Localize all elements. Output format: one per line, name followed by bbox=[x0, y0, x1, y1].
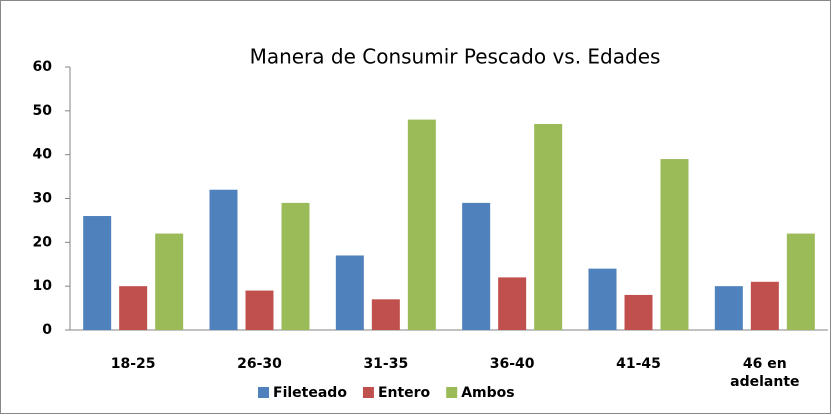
y-tick-label: 50 bbox=[33, 103, 53, 119]
y-tick-label: 10 bbox=[33, 278, 53, 294]
bar bbox=[462, 202, 491, 330]
bar bbox=[714, 286, 743, 330]
x-tick-label: 36-40 bbox=[489, 356, 535, 372]
bar bbox=[498, 277, 527, 330]
bar bbox=[83, 216, 112, 330]
x-tick-label: 41-45 bbox=[616, 356, 661, 372]
legend-label: Ambos bbox=[461, 385, 514, 401]
y-tick-label: 0 bbox=[42, 322, 52, 338]
legend-swatch bbox=[362, 387, 374, 398]
x-tick-label: 46 en adelante bbox=[730, 356, 800, 390]
x-tick-label: 18-25 bbox=[110, 356, 156, 372]
legend-swatch bbox=[258, 387, 269, 398]
chart-title: Manera de Consumir Pescado vs. Edades bbox=[250, 45, 661, 69]
bar bbox=[245, 290, 274, 330]
bar bbox=[588, 268, 617, 330]
legend-label: Entero bbox=[378, 385, 431, 401]
bar bbox=[786, 233, 815, 330]
y-tick-label: 30 bbox=[33, 191, 53, 207]
legend-swatch bbox=[446, 387, 458, 398]
y-tick-label: 20 bbox=[33, 234, 53, 250]
bar bbox=[155, 233, 184, 330]
legend-label: Fileteado bbox=[273, 385, 347, 401]
x-tick-label: 31-35 bbox=[363, 356, 409, 372]
y-tick-label: 60 bbox=[33, 59, 53, 75]
bar bbox=[624, 294, 653, 330]
bar bbox=[407, 119, 436, 330]
bar bbox=[750, 281, 779, 330]
bar bbox=[209, 189, 238, 330]
x-tick-label: 26-30 bbox=[237, 356, 282, 372]
bar bbox=[660, 159, 689, 330]
bar bbox=[371, 299, 400, 330]
bar bbox=[281, 202, 310, 330]
bar bbox=[534, 123, 563, 330]
bar bbox=[119, 286, 148, 330]
bar bbox=[335, 255, 364, 330]
y-tick-label: 40 bbox=[33, 147, 53, 163]
